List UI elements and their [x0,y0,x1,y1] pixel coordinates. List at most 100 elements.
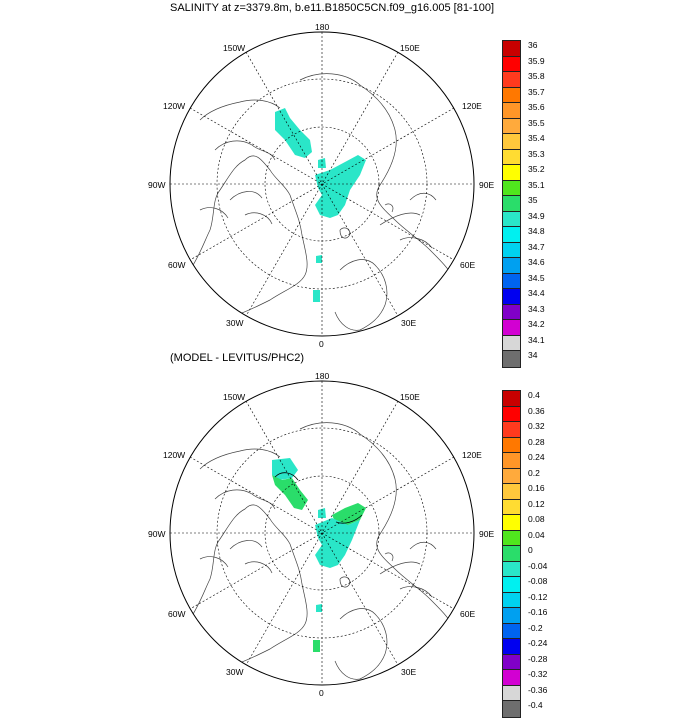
top-salinity-patch-fram [316,255,322,263]
bottom-anomaly-patch-beaufort-cyan [272,458,298,480]
top_colorbar-swatch [503,351,520,367]
top_colorbar-swatch [503,320,520,336]
bottom_colorbar-swatch [503,453,520,469]
top_colorbar-tick-label: 34.2 [528,319,545,329]
top_colorbar-tick-label: 34.8 [528,226,545,236]
top_colorbar-tick-label: 35.8 [528,71,545,81]
bottom-anomaly-patch-fram [316,604,322,612]
bottom-anomaly-patch-eurasian-cyan [315,518,360,568]
top-coastline-arctic-islands [199,140,276,225]
bottom_colorbar-tick-label: -0.2 [528,622,543,633]
polar-maps-svg [169,31,475,686]
bottom_colorbar-swatch [503,422,520,438]
top_colorbar-tick-label: 34.5 [528,272,545,283]
bottom-coastline-small-islands [339,552,394,588]
top_colorbar-tick-label: 34.7 [528,241,545,252]
top_colorbar-swatch [503,165,520,181]
bottom_colorbar-swatch [503,670,520,686]
top-lon-label-120w: 120W [163,101,186,111]
bottom_colorbar-swatch [503,685,520,701]
top-lon-label-60w: 60W [168,260,186,270]
bottom-colorbar [502,390,521,718]
top_colorbar-tick-label: 35.2 [528,164,545,174]
bottom-map-title: (MODEL - LEVITUS/PHC2) [170,352,305,364]
top-coastline-russia-north [379,192,437,249]
bottom_colorbar-tick-label: -0.16 [528,607,548,617]
top-lon-label-0: 0 [319,339,324,349]
top_colorbar-swatch [503,258,520,274]
top-salinity-patch-greenland-sea [313,290,320,302]
bottom_colorbar-tick-label: 0.24 [528,452,545,462]
bottom_colorbar-swatch [503,639,520,655]
bottom-lon-label-30w: 30W [226,667,244,677]
bottom_colorbar-swatch [503,468,520,484]
top_colorbar-tick-label: 34.4 [528,288,545,298]
bottom_colorbar-tick-label: -0.12 [528,591,548,602]
top_colorbar-swatch [503,134,520,150]
bottom_colorbar-tick-label: 0.04 [528,529,545,540]
bottom_colorbar-tick-label: 0.16 [528,483,545,493]
top-lon-label-90e: 90E [479,180,495,190]
top_colorbar-swatch [503,118,520,134]
bottom_colorbar-tick-label: 0.2 [528,467,540,478]
bottom_colorbar-tick-label: -0.04 [528,560,548,571]
bottom-coastline-arctic-islands [199,489,276,574]
top-lon-label-30w: 30W [226,318,244,328]
bottom_colorbar-swatch [503,437,520,453]
bottom_colorbar-swatch [503,654,520,670]
top_colorbar-swatch [503,335,520,351]
top-coastline-alaska [199,99,281,121]
bottom_colorbar-tick-label: 0 [528,545,533,555]
bottom-lon-label-60e: 60E [460,609,476,619]
bottom_colorbar-swatch [503,608,520,624]
top-coastline-siberia [299,73,456,281]
bottom-lon-label-0: 0 [319,688,324,698]
top_colorbar-tick-label: 35.6 [528,102,545,112]
bottom_colorbar-swatch [503,484,520,500]
bottom-lon-label-150w: 150W [223,392,246,402]
top_colorbar-tick-label: 34.3 [528,303,545,314]
top_colorbar-swatch [503,304,520,320]
bottom_colorbar-swatch [503,577,520,593]
top_colorbar-tick-label: 35.7 [528,86,545,97]
top-polar-map [169,31,475,337]
bottom-lon-label-90e: 90E [479,529,495,539]
top_colorbar-swatch [503,180,520,196]
top_colorbar-swatch [503,211,520,227]
top_colorbar-tick-label: 34 [528,350,538,360]
top-lon-label-180: 180 [315,22,330,32]
bottom-zero-contour-2 [335,514,363,524]
top-lon-label-120e: 120E [462,101,482,111]
bottom-lon-label-90w: 90W [148,529,166,539]
top_colorbar-tick-label: 35 [528,195,538,205]
top-coastline-small-islands [339,203,394,239]
bottom-map-boundary [169,380,475,686]
top_colorbar-tick-label: 34.1 [528,334,545,345]
bottom_colorbar-tick-label: -0.32 [528,669,548,679]
top-salinity-patch-beaufort [275,108,312,158]
bottom-polar-map [169,380,475,686]
bottom_colorbar-swatch [503,592,520,608]
top-coastline-greenland-canada [189,155,308,319]
bottom-coastline-scandinavia [334,608,388,680]
bottom_colorbar-swatch [503,499,520,515]
top-lon-label-30e: 30E [401,318,417,328]
bottom_colorbar-tick-label: 0.4 [528,390,540,400]
bottom-coastline-russia-north [379,541,437,598]
top_colorbar-tick-label: 35.4 [528,133,545,143]
top_colorbar-swatch [503,103,520,119]
top-map-title: SALINITY at z=3379.8m, b.e11.B1850C5CN.f… [170,2,495,14]
bottom_colorbar-tick-label: 0.28 [528,436,545,447]
top_colorbar-swatch [503,273,520,289]
top-lon-label-90w: 90W [148,180,166,190]
bottom_colorbar-tick-label: -0.4 [528,700,543,710]
bottom-lon-label-120e: 120E [462,450,482,460]
bottom_colorbar-tick-label: -0.08 [528,576,548,586]
bottom_colorbar-tick-label: -0.24 [528,638,548,648]
bottom-coastline-alaska [199,448,281,470]
top_colorbar-tick-label: 36 [528,40,538,50]
bottom-lon-label-180: 180 [315,371,330,381]
top-coastline-scandinavia [334,259,388,331]
bottom-lon-label-60w: 60W [168,609,186,619]
top_colorbar-tick-label: 35.3 [528,148,545,159]
